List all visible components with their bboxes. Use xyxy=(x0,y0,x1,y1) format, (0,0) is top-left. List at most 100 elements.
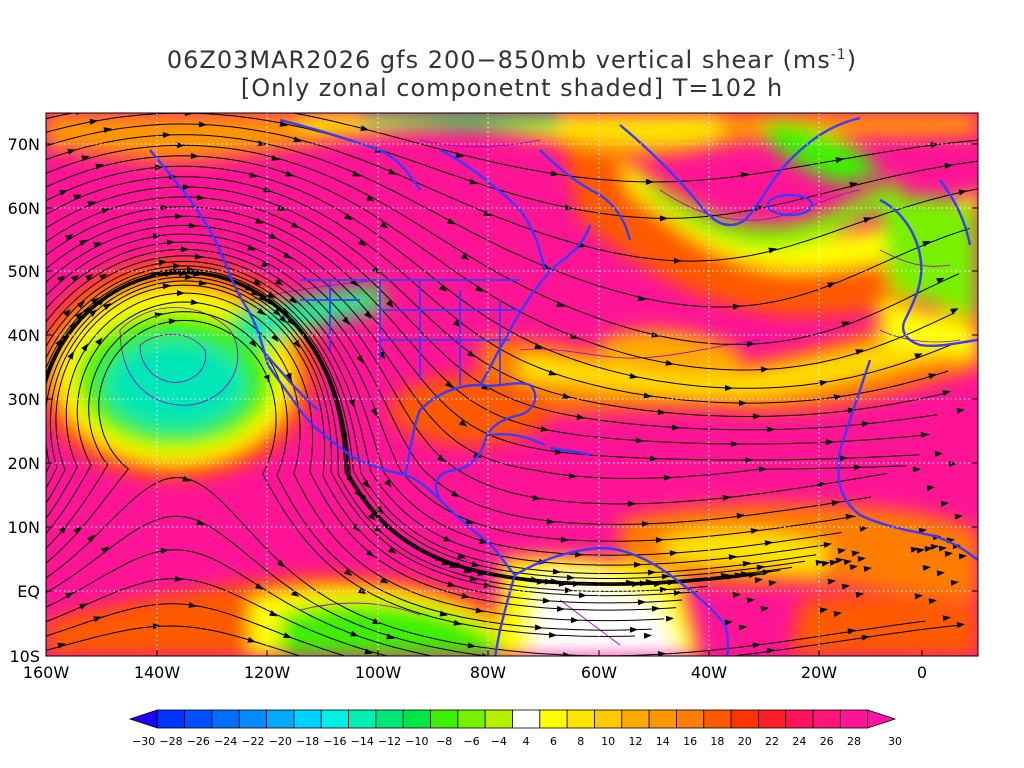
streamline-arrow xyxy=(863,217,872,223)
streamline-arrow xyxy=(483,582,492,589)
streamline-arrow xyxy=(71,274,80,282)
streamline-arrow xyxy=(269,232,278,240)
streamline-arrow xyxy=(172,263,181,270)
lat-label: 70N xyxy=(8,135,40,154)
colorbar-swatch xyxy=(512,709,541,729)
streamline-arrow xyxy=(738,400,747,407)
streamline-arrow xyxy=(257,307,266,316)
streamline-arrow xyxy=(455,561,464,568)
streamline-arrow xyxy=(949,667,958,674)
streamline-arrow xyxy=(554,448,563,455)
streamline-arrow xyxy=(745,667,754,674)
streamline-arrow xyxy=(188,222,197,229)
colorbar-label: −6 xyxy=(463,735,479,748)
streamline-arrow xyxy=(730,441,739,448)
streamline-arrow xyxy=(59,189,68,196)
streamline xyxy=(46,320,635,638)
streamline-arrow xyxy=(154,164,163,171)
streamline-arrow xyxy=(936,277,945,284)
streamline-arrow xyxy=(285,372,292,382)
streamline-arrow xyxy=(65,234,74,241)
streamline-arrow xyxy=(261,260,270,268)
streamline-arrow xyxy=(914,593,923,600)
streamline-arrow xyxy=(643,632,652,639)
streamline-arrow xyxy=(736,512,745,519)
streamline-arrow xyxy=(924,545,933,552)
streamline-arrow xyxy=(628,668,636,674)
streamline-arrow xyxy=(664,668,672,675)
streamline-arrow xyxy=(67,351,74,360)
streamline-arrow xyxy=(247,244,256,251)
streamline-arrow xyxy=(752,642,761,649)
streamline-arrow xyxy=(840,667,849,674)
streamline-arrow xyxy=(285,170,294,177)
streamline-arrow xyxy=(447,217,456,225)
streamline-arrow xyxy=(643,392,652,399)
streamline-arrow xyxy=(182,183,191,190)
colorbar-label: 4 xyxy=(523,735,530,748)
streamline-arrow xyxy=(750,528,759,535)
streamline-arrow xyxy=(819,607,828,614)
streamline-arrow xyxy=(77,300,86,309)
streamline-arrow xyxy=(825,439,834,446)
streamline-arrow xyxy=(362,480,370,489)
streamline-arrow xyxy=(75,311,83,320)
streamline-arrow xyxy=(672,658,680,665)
streamline-arrow xyxy=(374,525,382,534)
streamline-arrow xyxy=(180,246,189,253)
streamline-arrow xyxy=(758,466,767,473)
streamline-arrow xyxy=(657,409,666,416)
colorbar-label: −12 xyxy=(378,735,401,748)
streamline-arrow xyxy=(249,339,257,348)
streamline-arrow xyxy=(569,668,577,674)
streamline-arrow xyxy=(360,494,368,504)
streamline-arrow xyxy=(647,569,656,576)
streamline-arrow xyxy=(845,513,854,520)
streamline-arrow xyxy=(650,667,658,673)
streamline-arrow xyxy=(350,630,359,637)
streamline-arrow xyxy=(445,380,454,389)
lat-label: 50N xyxy=(8,262,40,281)
streamline-arrow xyxy=(266,106,275,113)
colorbar-swatch xyxy=(320,709,349,729)
colorbar-label: −14 xyxy=(351,735,374,748)
colorbar-swatch xyxy=(839,709,869,729)
streamline-arrow xyxy=(437,454,446,463)
streamline-arrow xyxy=(344,213,353,221)
streamline-arrow xyxy=(636,667,644,673)
streamline-arrow xyxy=(548,631,557,638)
streamline-arrow xyxy=(85,274,94,282)
streamline xyxy=(46,578,390,656)
streamline-arrow xyxy=(386,633,395,640)
streamline-arrow xyxy=(366,549,375,557)
colorbar-label: −18 xyxy=(296,735,319,748)
graticule xyxy=(46,113,978,656)
streamline-arrow xyxy=(928,598,937,605)
streamline-arrow xyxy=(170,268,179,275)
streamline-arrow xyxy=(287,317,295,326)
streamline-arrow xyxy=(459,419,468,427)
streamline-arrow xyxy=(766,426,775,433)
streamline-arrow xyxy=(948,460,957,467)
streamline-arrow xyxy=(65,592,74,599)
streamline-arrow xyxy=(857,556,866,563)
streamline-arrow xyxy=(198,279,207,286)
colorbar-swatch xyxy=(430,709,459,729)
plot-area xyxy=(46,106,978,675)
streamline-arrow xyxy=(841,321,850,328)
streamline-arrow xyxy=(368,512,376,521)
streamline-arrow xyxy=(738,624,747,631)
streamline-arrow xyxy=(277,559,285,568)
streamline-arrow xyxy=(447,581,456,587)
streamline-arrow xyxy=(722,494,731,501)
streamline-arrow xyxy=(661,573,670,580)
streamline-arrow xyxy=(73,194,82,201)
streamline-arrow xyxy=(87,534,95,543)
streamline-arrow xyxy=(541,667,549,673)
streamline-arrow xyxy=(344,568,353,576)
streamline-arrow xyxy=(540,425,549,432)
streamline-arrow xyxy=(744,457,753,464)
streamline-arrow xyxy=(762,569,771,576)
streamline-arrow xyxy=(562,393,571,399)
streamline-arrow xyxy=(101,546,110,554)
